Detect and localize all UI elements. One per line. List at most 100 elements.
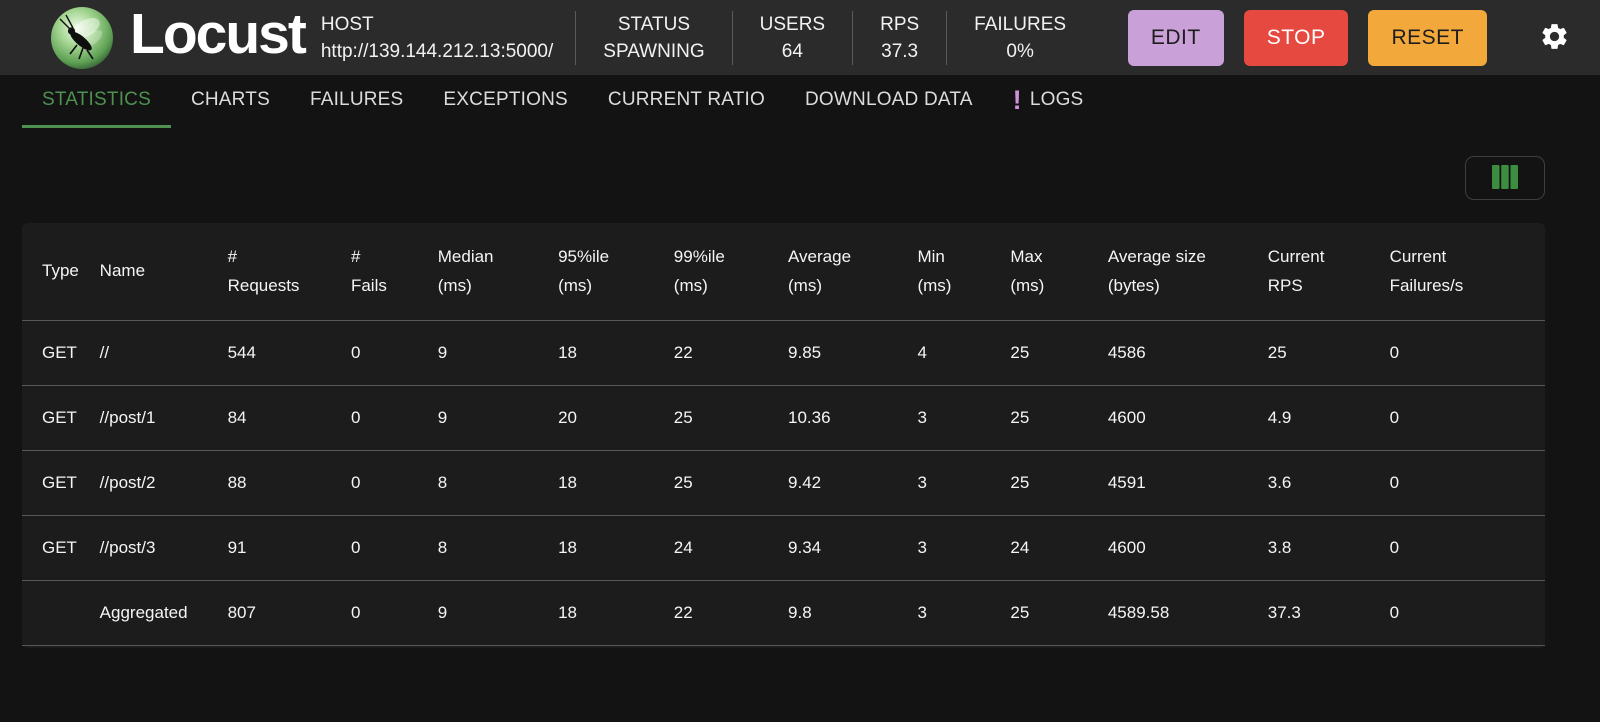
failures-block: FAILURES 0% [947, 15, 1093, 61]
reset-button[interactable]: RESET [1368, 9, 1487, 66]
tab-label: LOGS [1029, 89, 1084, 110]
cell: 9 [437, 342, 448, 362]
table-row: GET //post/3 91 0 8 18 24 9.34 3 24 4600… [22, 515, 1545, 580]
cell: 84 [227, 407, 247, 427]
col-header-max[interactable]: Max (ms) [1010, 246, 1045, 296]
cell: 0 [1389, 602, 1400, 622]
cell: 8 [437, 472, 448, 492]
cell: 24 [673, 537, 693, 557]
settings-button[interactable] [1539, 21, 1570, 55]
users-block: USERS 64 [733, 15, 852, 61]
cell: 88 [227, 472, 247, 492]
cell: 25 [1010, 602, 1030, 622]
tab-label: EXCEPTIONS [443, 89, 568, 110]
col-header-name[interactable]: Name [99, 261, 146, 281]
header-actions: EDIT STOP RESET [1127, 9, 1570, 66]
tab-label: CHARTS [190, 89, 270, 110]
tab-logs[interactable]: ! LOGS [993, 75, 1104, 128]
statistics-table-container: Type Name # Requests # Fails Median (ms) 95… [22, 223, 1545, 648]
table-row: GET //post/1 84 0 9 20 25 10.36 3 25 460… [22, 385, 1545, 450]
cell: 18 [558, 342, 577, 362]
divider [731, 10, 733, 65]
failures-value: 0% [1006, 40, 1034, 62]
cell: 25 [1010, 407, 1030, 427]
cell: 22 [673, 342, 693, 362]
divider [946, 10, 948, 65]
col-header-average[interactable]: Average (ms) [788, 246, 852, 296]
cell: GET [42, 407, 77, 427]
table-toolbar [0, 128, 1600, 223]
tab-label: STATISTICS [42, 89, 151, 110]
top-bar: Locust HOST http://139.144.212.13:5000/ … [0, 0, 1600, 75]
col-header-median[interactable]: Median (ms) [437, 246, 494, 296]
gear-icon [1539, 21, 1570, 55]
cell: 9 [437, 407, 448, 427]
cell: 10.36 [788, 407, 831, 427]
view-columns-icon [1490, 164, 1520, 193]
cell: 3 [917, 537, 927, 557]
tab-label: DOWNLOAD DATA [804, 89, 973, 110]
cell: 3.6 [1267, 472, 1292, 492]
cell: 22 [673, 602, 693, 622]
cell: 544 [227, 342, 256, 362]
cell: 9.34 [788, 537, 822, 557]
cell: Aggregated [99, 602, 188, 622]
cell: 3 [917, 602, 927, 622]
col-header-type[interactable]: Type [42, 261, 79, 281]
edit-button[interactable]: EDIT [1127, 9, 1224, 66]
cell: 9 [437, 602, 448, 622]
rps-block: RPS 37.3 [853, 15, 946, 61]
cell: 3.8 [1267, 537, 1292, 557]
col-header-95ile[interactable]: 95%ile (ms) [558, 246, 610, 296]
col-header-fails[interactable]: # Fails [350, 246, 387, 296]
cell: 0 [350, 602, 361, 622]
cell: 4591 [1107, 472, 1146, 492]
cell: //post/2 [99, 472, 156, 492]
cell: 0 [350, 342, 361, 362]
divider [852, 10, 854, 65]
status-value: SPAWNING [603, 40, 705, 62]
statistics-table: Type Name # Requests # Fails Median (ms) 95… [22, 223, 1545, 646]
cell: GET [42, 537, 77, 557]
cell: 807 [227, 602, 256, 622]
column-selector-button[interactable] [1465, 156, 1545, 200]
cell: 25 [673, 407, 693, 427]
tab-charts[interactable]: CHARTS [171, 75, 290, 128]
cell: 0 [1389, 342, 1400, 362]
col-header-current-rps[interactable]: Current RPS [1267, 246, 1325, 296]
tab-download-data[interactable]: DOWNLOAD DATA [785, 75, 993, 128]
cell: // [99, 342, 110, 362]
app-title: Locust [130, 2, 307, 66]
stop-button[interactable]: STOP [1243, 9, 1349, 66]
tab-statistics[interactable]: STATISTICS [22, 75, 171, 128]
rps-label: RPS [880, 13, 920, 35]
cell: 0 [350, 537, 361, 557]
cell: 4 [917, 342, 927, 362]
col-header-current-failures[interactable]: Current Failures/s [1389, 246, 1464, 296]
cell: 4600 [1107, 407, 1146, 427]
cell: 20 [558, 407, 577, 427]
cell: 9.42 [788, 472, 822, 492]
locust-logo [50, 6, 114, 70]
cell: GET [42, 472, 77, 492]
col-header-min[interactable]: Min (ms) [917, 246, 952, 296]
cell: 8 [437, 537, 448, 557]
tab-current-ratio[interactable]: CURRENT RATIO [588, 75, 785, 128]
col-header-requests[interactable]: # Requests [227, 246, 300, 296]
cell: 37.3 [1267, 602, 1301, 622]
col-header-99ile[interactable]: 99%ile (ms) [673, 246, 725, 296]
col-header-average-size[interactable]: Average size (bytes) [1107, 246, 1206, 296]
cell: 18 [558, 602, 577, 622]
host-url: http://139.144.212.13:5000/ [320, 40, 554, 62]
table-row: GET //post/2 88 0 8 18 25 9.42 3 25 4591… [22, 450, 1545, 515]
failures-label: FAILURES [974, 13, 1067, 35]
cell: 18 [558, 472, 577, 492]
tab-failures[interactable]: FAILURES [290, 75, 423, 128]
cell: 24 [1010, 537, 1030, 557]
cell: 25 [1010, 472, 1030, 492]
cell: 0 [1389, 537, 1400, 557]
divider [575, 10, 577, 65]
tab-exceptions[interactable]: EXCEPTIONS [423, 75, 587, 128]
cell: //post/1 [99, 407, 156, 427]
cell: 0 [1389, 472, 1400, 492]
